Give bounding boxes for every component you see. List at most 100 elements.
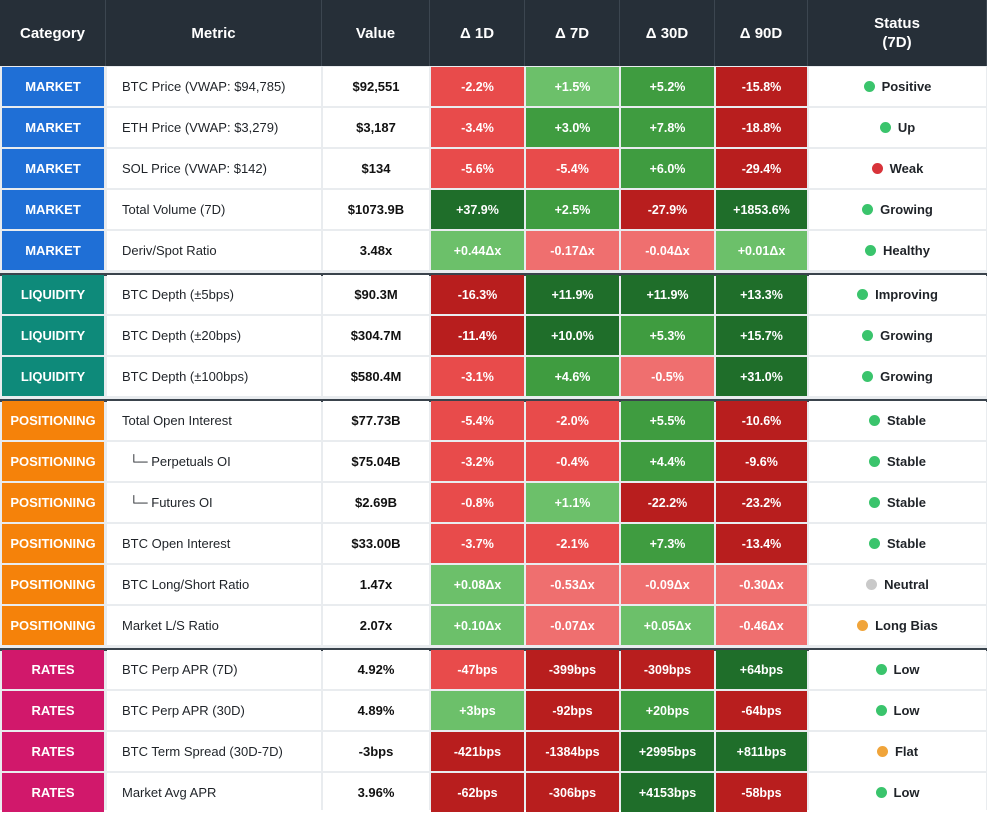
category-badge: POSITIONING bbox=[2, 483, 104, 522]
delta-30d-cell: +2995bps bbox=[621, 732, 714, 771]
table-row: POSITIONING BTC Long/Short Ratio 1.47x +0.0… bbox=[0, 565, 987, 606]
delta-90d-cell: -18.8% bbox=[716, 108, 807, 147]
delta-30d-cell: +7.8% bbox=[621, 108, 714, 147]
table-row: POSITIONING Market L/S Ratio 2.07x +0.10Δx -… bbox=[0, 606, 987, 647]
metric-value: 4.89% bbox=[323, 691, 429, 730]
delta-7d-cell: -2.0% bbox=[526, 401, 619, 440]
delta-1d-cell: +3bps bbox=[431, 691, 524, 730]
delta-7d-cell: +2.5% bbox=[526, 190, 619, 229]
category-badge: MARKET bbox=[2, 231, 104, 270]
status-label: Growing bbox=[880, 328, 933, 343]
metric-value: $580.4M bbox=[323, 357, 429, 396]
delta-7d-cell: +11.9% bbox=[526, 275, 619, 314]
status-cell: Growing bbox=[809, 190, 986, 229]
status-dot-icon bbox=[875, 664, 887, 675]
delta-7d-cell: -0.07Δx bbox=[526, 606, 619, 645]
delta-30d-cell: +4153bps bbox=[621, 773, 714, 812]
status-dot-icon bbox=[865, 245, 877, 256]
metric-value: 3.96% bbox=[323, 773, 429, 812]
status-cell: Stable bbox=[809, 442, 986, 481]
delta-7d-cell: +1.1% bbox=[526, 483, 619, 522]
table-row: MARKET Total Volume (7D) $1073.9B +37.9% +2.… bbox=[0, 190, 987, 231]
delta-1d-cell: +0.10Δx bbox=[431, 606, 524, 645]
metric-label: BTC Perp APR (30D) bbox=[107, 691, 321, 730]
status-cell: Weak bbox=[809, 149, 986, 188]
status-label: Stable bbox=[886, 454, 926, 469]
status-dot-icon bbox=[879, 122, 891, 133]
group-divider bbox=[0, 648, 987, 651]
table-row: MARKET ETH Price (VWAP: $3,279) $3,187 -3.4… bbox=[0, 108, 987, 149]
status-label: Stable bbox=[886, 413, 926, 428]
delta-1d-cell: -2.2% bbox=[431, 67, 524, 106]
status-label: Low bbox=[893, 703, 920, 718]
table-header: Category Metric Value Δ 1D Δ 7D Δ 30D Δ 90D Sta… bbox=[0, 0, 987, 66]
header-delta-90d: Δ 90D bbox=[715, 0, 808, 66]
delta-90d-cell: +1853.6% bbox=[716, 190, 807, 229]
delta-1d-cell: -0.8% bbox=[431, 483, 524, 522]
delta-1d-cell: -62bps bbox=[431, 773, 524, 812]
table-row: POSITIONING └─ Perpetuals OI $75.04B -3.2%… bbox=[0, 442, 987, 483]
status-label: Neutral bbox=[884, 577, 929, 592]
status-cell: Low bbox=[809, 650, 986, 689]
status-label: Long Bias bbox=[875, 618, 938, 633]
delta-7d-cell: -5.4% bbox=[526, 149, 619, 188]
category-badge: MARKET bbox=[2, 67, 104, 106]
table-row: MARKET Deriv/Spot Ratio 3.48x +0.44Δx -0.17Δ… bbox=[0, 231, 987, 272]
status-dot-icon bbox=[876, 746, 888, 757]
delta-7d-cell: -92bps bbox=[526, 691, 619, 730]
delta-7d-cell: -0.17Δx bbox=[526, 231, 619, 270]
category-badge: MARKET bbox=[2, 108, 104, 147]
delta-90d-cell: +0.01Δx bbox=[716, 231, 807, 270]
delta-1d-cell: -3.1% bbox=[431, 357, 524, 396]
metric-label: BTC Long/Short Ratio bbox=[107, 565, 321, 604]
delta-90d-cell: -9.6% bbox=[716, 442, 807, 481]
metric-value: 1.47x bbox=[323, 565, 429, 604]
delta-1d-cell: -3.2% bbox=[431, 442, 524, 481]
metric-label: ETH Price (VWAP: $3,279) bbox=[107, 108, 321, 147]
table-row: RATES BTC Perp APR (30D) 4.89% +3bps -92bps +… bbox=[0, 691, 987, 732]
delta-7d-cell: -399bps bbox=[526, 650, 619, 689]
metric-label: BTC Price (VWAP: $94,785) bbox=[107, 67, 321, 106]
status-label: Up bbox=[897, 120, 916, 135]
metric-label: Deriv/Spot Ratio bbox=[107, 231, 321, 270]
delta-90d-cell: -29.4% bbox=[716, 149, 807, 188]
status-cell: Improving bbox=[809, 275, 986, 314]
delta-30d-cell: -0.04Δx bbox=[621, 231, 714, 270]
category-badge: MARKET bbox=[2, 190, 104, 229]
header-delta-7d: Δ 7D bbox=[525, 0, 620, 66]
metric-label: BTC Depth (±100bps) bbox=[107, 357, 321, 396]
delta-90d-cell: -13.4% bbox=[716, 524, 807, 563]
category-badge: POSITIONING bbox=[2, 606, 104, 645]
status-dot-icon bbox=[875, 705, 887, 716]
status-dot-icon bbox=[857, 289, 869, 300]
table-row: MARKET BTC Price (VWAP: $94,785) $92,551 -2… bbox=[0, 67, 987, 108]
status-dot-icon bbox=[868, 456, 880, 467]
delta-7d-cell: +3.0% bbox=[526, 108, 619, 147]
status-label: Healthy bbox=[883, 243, 930, 258]
metric-value: 3.48x bbox=[323, 231, 429, 270]
metric-label: └─ Futures OI bbox=[107, 483, 321, 522]
metric-value: $75.04B bbox=[323, 442, 429, 481]
status-label: Stable bbox=[886, 536, 926, 551]
metric-label: BTC Perp APR (7D) bbox=[107, 650, 321, 689]
status-dot-icon bbox=[866, 579, 878, 590]
delta-7d-cell: -1384bps bbox=[526, 732, 619, 771]
status-label: Weak bbox=[889, 161, 924, 176]
status-cell: Stable bbox=[809, 401, 986, 440]
status-label: Improving bbox=[875, 287, 938, 302]
delta-1d-cell: -47bps bbox=[431, 650, 524, 689]
metric-value: $92,551 bbox=[323, 67, 429, 106]
metric-value: $2.69B bbox=[323, 483, 429, 522]
table-row: RATES Market Avg APR 3.96% -62bps -306bps +41… bbox=[0, 773, 987, 814]
delta-7d-cell: -306bps bbox=[526, 773, 619, 812]
category-badge: RATES bbox=[2, 691, 104, 730]
category-badge: LIQUIDITY bbox=[2, 316, 104, 355]
delta-90d-cell: +811bps bbox=[716, 732, 807, 771]
table-row: RATES BTC Term Spread (30D-7D) -3bps -421bp… bbox=[0, 732, 987, 773]
delta-90d-cell: -23.2% bbox=[716, 483, 807, 522]
delta-30d-cell: +20bps bbox=[621, 691, 714, 730]
status-cell: Neutral bbox=[809, 565, 986, 604]
delta-90d-cell: -64bps bbox=[716, 691, 807, 730]
delta-1d-cell: +37.9% bbox=[431, 190, 524, 229]
